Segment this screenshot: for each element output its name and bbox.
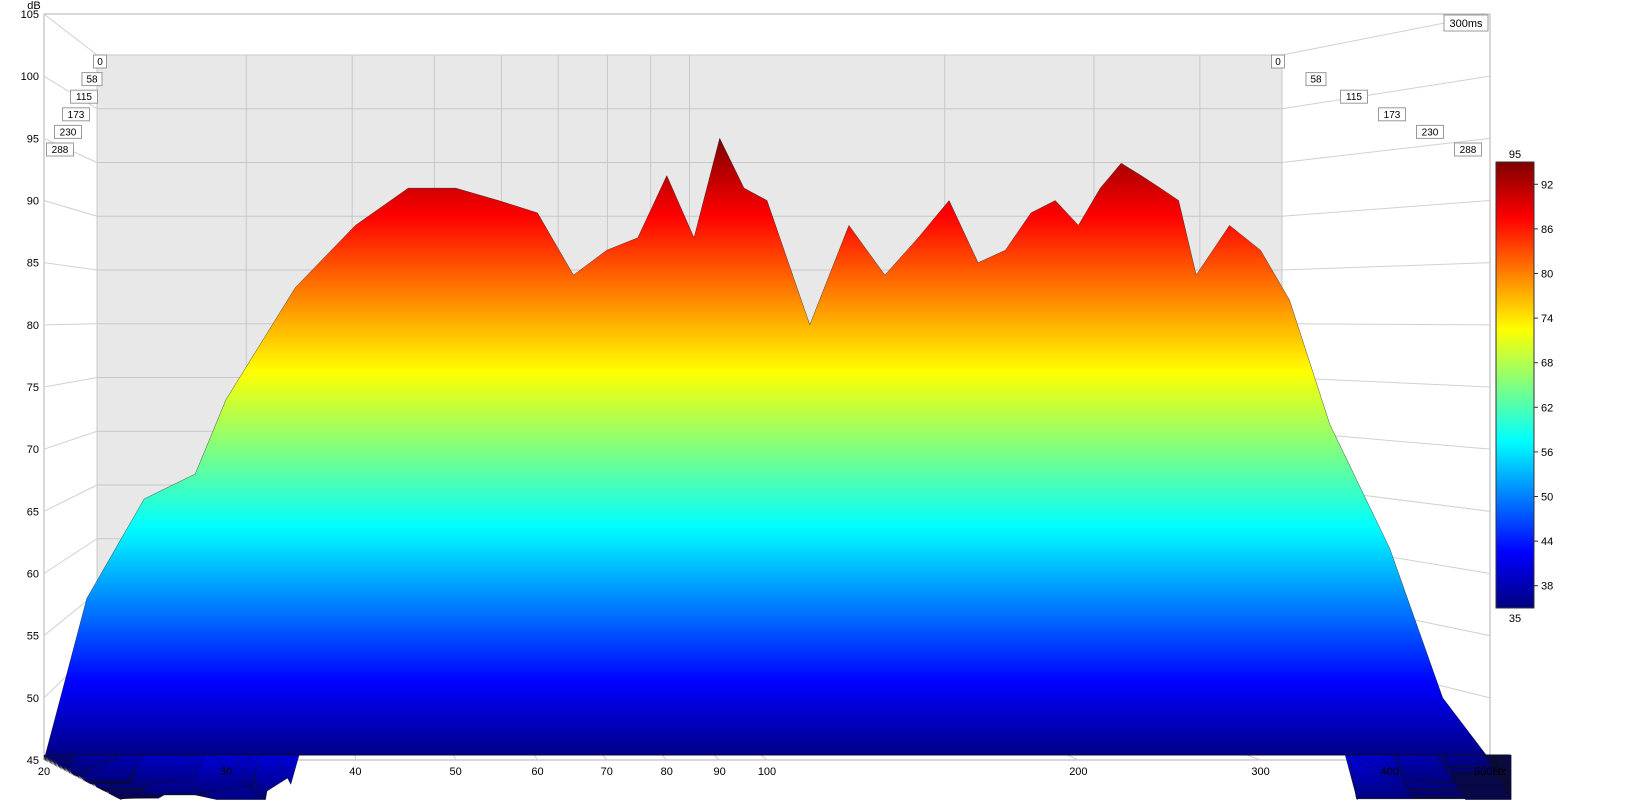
y-tick-label: 45: [27, 755, 39, 767]
time-tick-label: 230: [60, 127, 77, 138]
side-grid-line: [43, 13, 98, 56]
y-tick-label: 100: [21, 71, 39, 83]
y-tick-label: 90: [27, 196, 39, 208]
time-tick-label: 0: [1275, 57, 1281, 68]
y-tick-label: 70: [27, 444, 39, 456]
x-tick-label: 300: [1251, 766, 1269, 778]
side-grid-line: [1281, 200, 1491, 217]
time-tick-label: 58: [1310, 75, 1322, 86]
time-tick-label: 115: [76, 92, 92, 103]
side-grid-line: [43, 323, 98, 326]
side-grid-line: [1281, 75, 1491, 110]
colorbar-min-label: 35: [1509, 613, 1521, 625]
y-tick-label: 55: [27, 631, 39, 643]
time-tick-box: [93, 54, 107, 69]
side-grid-line: [43, 377, 98, 388]
y-tick-label: 65: [27, 506, 39, 518]
side-grid-line: [1281, 377, 1491, 388]
time-axis: 0 0 58 58 115 115 173 173 230 230 288 288: [46, 54, 1482, 157]
time-tick-box: [1340, 89, 1368, 104]
colorbar: 95 35 38 44 50 56 62 68 74 80 86 92: [1495, 149, 1553, 625]
time-tick-label: 115: [1346, 92, 1362, 103]
side-grid-line: [1281, 262, 1491, 271]
time-tick-box: [70, 89, 98, 104]
side-grid-line: [43, 200, 98, 217]
colorbar-tick-label: 50: [1541, 492, 1553, 504]
y-tick-label: 50: [27, 693, 39, 705]
y-tick-label: 95: [27, 133, 39, 145]
time-tick-box: [1416, 124, 1444, 139]
side-grid-line: [43, 484, 98, 512]
colorbar-tick-label: 80: [1541, 269, 1553, 281]
x-tick-label: 100: [758, 766, 776, 778]
colorbar-max-label: 95: [1509, 149, 1521, 161]
colorbar-fill: [1495, 161, 1535, 609]
x-tick-label: 80: [661, 766, 673, 778]
colorbar-ticks: 38 44 50 56 62 68 74 80 86 92: [1534, 179, 1553, 593]
side-grid-line: [1281, 137, 1491, 163]
time-tick-label: 288: [1460, 145, 1477, 156]
time-tick-label: 230: [1422, 127, 1439, 138]
time-tick-box: [46, 142, 74, 157]
time-tick-box: [62, 107, 90, 122]
colorbar-tick-label: 74: [1541, 313, 1553, 325]
side-grid-line: [43, 538, 98, 574]
x-tick-label: 20: [38, 766, 50, 778]
x-tick-label: 50: [449, 766, 461, 778]
waterfall-slice: [43, 137, 1491, 761]
x-axis: 20 30 40 50 60 70 80 90 100 200 300 400 500Hz: [38, 766, 1506, 778]
y-tick-label: 60: [27, 569, 39, 581]
time-tick-box: [1305, 72, 1327, 87]
time-tick-box: [1271, 54, 1285, 69]
time-tick-box: [54, 124, 82, 139]
time-tick-label: 288: [52, 145, 69, 156]
x-tick-label: 60: [531, 766, 543, 778]
time-tick-box: [1378, 107, 1406, 122]
y-axis: 45 50 55 60 65 70 75 80 85 90 95 100 105: [21, 9, 39, 767]
colorbar-tick-label: 44: [1541, 536, 1553, 548]
x-tick-label: 90: [714, 766, 726, 778]
time-tick-label: 58: [86, 75, 98, 86]
colorbar-tick-label: 86: [1541, 224, 1553, 236]
colorbar-tick-label: 62: [1541, 402, 1553, 414]
y-axis-unit: dB: [27, 0, 40, 12]
x-tick-label: 200: [1069, 766, 1087, 778]
colorbar-tick-label: 38: [1541, 581, 1553, 593]
side-grid-line: [43, 262, 98, 271]
time-tick-box: [1454, 142, 1482, 157]
x-tick-label: 30: [220, 766, 232, 778]
time-tick-label: 173: [68, 110, 85, 121]
time-range-text: 300ms: [1449, 18, 1483, 30]
y-tick-label: 105: [21, 9, 39, 21]
time-tick-box: [81, 72, 103, 87]
side-grid-line: [1281, 323, 1491, 326]
colorbar-tick-label: 56: [1541, 447, 1553, 459]
time-tick-label: 173: [1384, 110, 1401, 121]
y-tick-label: 75: [27, 382, 39, 394]
waterfall-surface: [43, 137, 1512, 801]
time-range-box: [1443, 14, 1489, 32]
x-tick-label: 70: [601, 766, 613, 778]
y-tick-label: 85: [27, 258, 39, 270]
y-tick-label: 80: [27, 320, 39, 332]
time-tick-label: 0: [97, 57, 103, 68]
x-tick-label: 400: [1381, 766, 1399, 778]
time-range-label: 300ms: [1443, 14, 1489, 32]
colorbar-tick-label: 68: [1541, 358, 1553, 370]
side-grid-line: [43, 430, 98, 450]
x-tick-label: 40: [349, 766, 361, 778]
x-tick-label: 500Hz: [1474, 766, 1506, 778]
colorbar-tick-label: 92: [1541, 179, 1553, 191]
